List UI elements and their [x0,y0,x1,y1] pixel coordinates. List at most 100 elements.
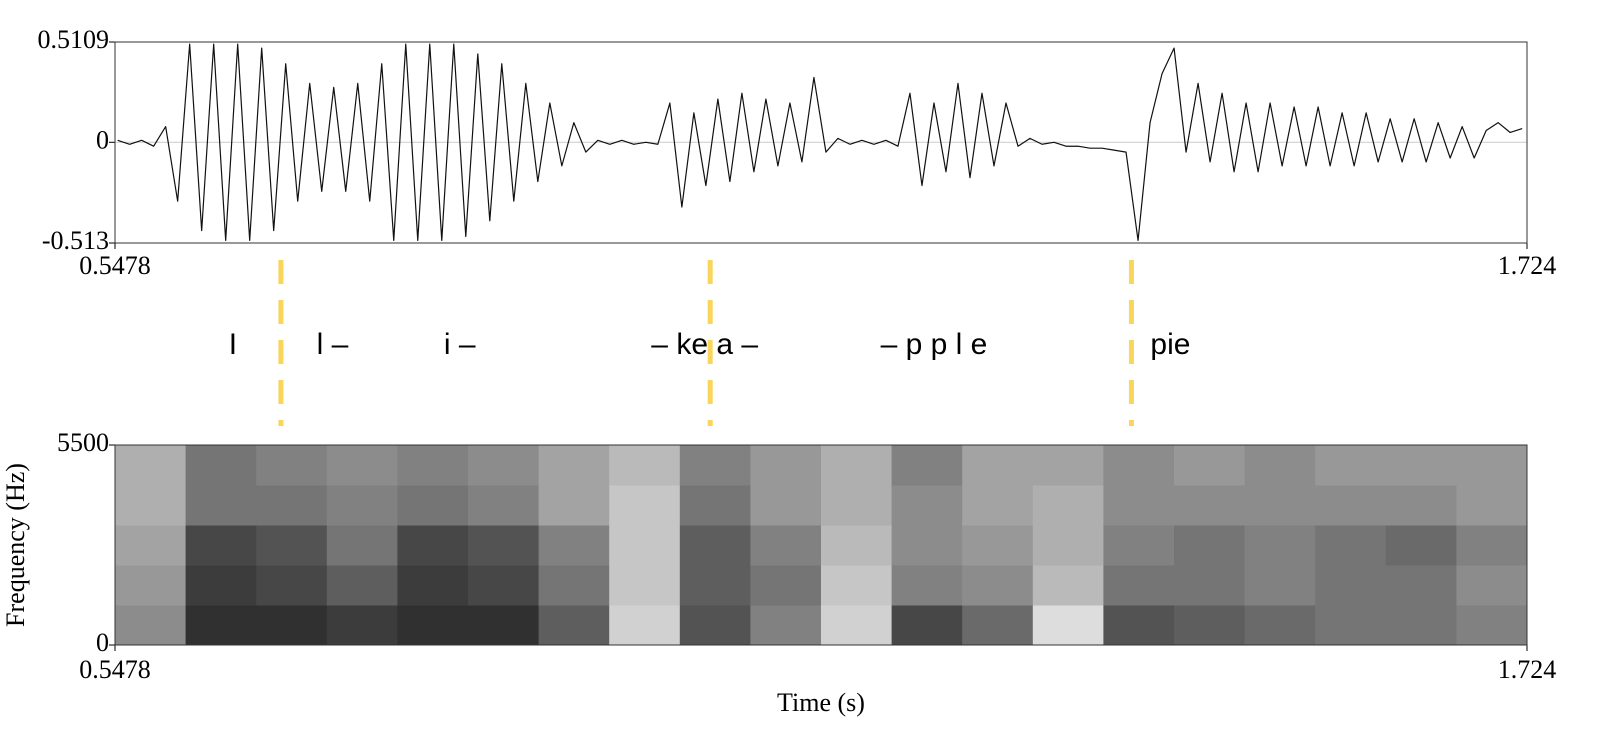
spectrogram-cell [256,445,328,486]
spectrogram-cell [326,605,398,646]
spectrogram-cell [1103,485,1175,526]
y-tick-label: 0.5109 [38,25,110,54]
waveform [117,43,1523,242]
spectrogram-cell [326,485,398,526]
spectrogram-cell [538,485,610,526]
spectrogram-cell [326,525,398,566]
spectrogram-cell [538,525,610,566]
spectrogram-cell [750,565,822,606]
annotation: I [229,328,237,361]
spectrogram-cell [185,485,257,526]
spectrogram-cell [891,485,963,526]
spectrogram-cell [1456,565,1528,606]
spectrogram-cell [1456,445,1528,486]
spectrogram-cell [1103,605,1175,646]
spectrogram-cell [115,525,187,566]
spectrogram-cell [821,445,893,486]
spectrogram-cell [256,485,328,526]
spectrogram-cell [750,485,822,526]
spectrogram-cell [609,565,681,606]
spectrogram-cell [962,525,1034,566]
spectrogram-cell [185,605,257,646]
spectrogram-cell [1456,525,1528,566]
x-tick-label: 0.5478 [79,251,151,280]
spectrogram-cell [750,525,822,566]
spectrogram-cell [397,445,469,486]
spectrogram-cell [891,605,963,646]
spectrogram-cell [468,485,540,526]
spectrogram-cell [1174,445,1246,486]
spectrogram-cell [891,565,963,606]
spectrogram-cell [962,445,1034,486]
spectrogram-cell [1244,605,1316,646]
annotation: pie [1150,328,1190,361]
spectrogram-cell [256,605,328,646]
spectrogram-cell [750,605,822,646]
spectrogram-cell [1385,525,1457,566]
spectrogram-cell [1032,445,1104,486]
annotation: i – [444,328,476,361]
spectrogram-cell [1174,485,1246,526]
spectrogram-cell [609,605,681,646]
spectrogram-cell [1385,605,1457,646]
spectrogram-cell [821,485,893,526]
spectrogram-cell [609,445,681,486]
spectrogram-cell [185,445,257,486]
spectrogram-cell [1103,525,1175,566]
spectrogram-cell [962,485,1034,526]
spectrogram-cell [750,445,822,486]
spectrogram-cell [1032,525,1104,566]
spectrogram-cell [1103,565,1175,606]
spectrogram-cell [256,525,328,566]
spectrogram-cell [256,565,328,606]
spectrogram-cell [679,565,751,606]
spectrogram-cell [468,605,540,646]
spectrogram-cell [538,605,610,646]
spectrogram-cell [468,525,540,566]
spectrogram-cell [1456,605,1528,646]
spectrogram-cell [326,445,398,486]
spectrogram-cell [679,445,751,486]
x-tick-label: 1.724 [1498,655,1557,684]
y-tick-label: 5500 [57,428,109,457]
spectrogram-cell [1244,485,1316,526]
spectrogram-cell [185,565,257,606]
y-tick-label: 0 [96,125,109,154]
spectrogram-cell [1032,485,1104,526]
spectrogram-cell [1103,445,1175,486]
x-tick-label: 0.5478 [79,655,151,684]
spectrogram-cell [115,605,187,646]
spectrogram-cell [679,525,751,566]
spectrogram-cell [1385,485,1457,526]
spectrogram-cell [891,445,963,486]
spectrogram-cell [397,525,469,566]
spectrogram-cell [679,605,751,646]
spectrogram-cell [397,485,469,526]
spectrogram-cell [326,565,398,606]
spectrogram-cell [821,525,893,566]
y-axis-label: Frequency (Hz) [1,463,30,627]
x-tick-label: 1.724 [1498,251,1557,280]
spectrogram-cell [1032,605,1104,646]
spectrogram-cell [821,565,893,606]
x-axis-label: Time (s) [777,688,865,717]
spectrogram-cell [1244,565,1316,606]
spectrogram-cell [397,565,469,606]
spectrogram-cell [1174,605,1246,646]
spectrogram-cell [115,565,187,606]
spectrogram-cell [538,565,610,606]
spectrogram-cell [468,445,540,486]
spectrogram-cell [962,605,1034,646]
spectrogram-cell [962,565,1034,606]
plot-frame [114,444,1528,646]
annotation: l – [317,328,349,361]
annotation: – ke a – [651,328,758,361]
spectrogram-cell [1385,565,1457,606]
spectrogram-cell [609,485,681,526]
spectrogram-cell [538,445,610,486]
spectrogram-cell [115,445,187,486]
spectrogram-cell [1315,525,1387,566]
spectrogram-cell [1315,605,1387,646]
y-tick-label: -0.513 [42,226,109,255]
